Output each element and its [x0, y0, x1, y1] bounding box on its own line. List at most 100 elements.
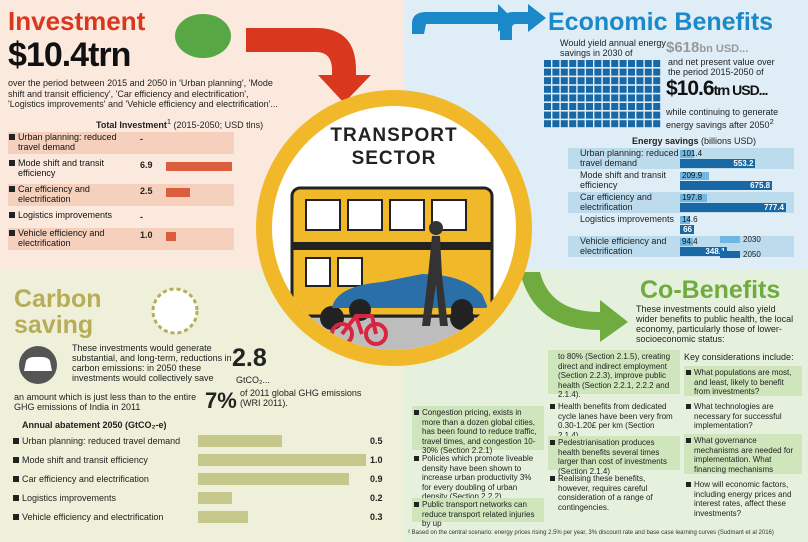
- grid-square: [569, 60, 577, 67]
- grid-square: [594, 68, 602, 76]
- grid-square: [577, 111, 585, 119]
- grid-square: [628, 120, 635, 128]
- carbon-big-unit: GtCO₂...: [236, 375, 270, 385]
- energy-savings-label: Mode shift and transit efficiency: [580, 170, 667, 190]
- footnote: ² Based on the central scenario: energy …: [408, 530, 774, 536]
- grid-square: [619, 103, 627, 110]
- energy-savings-title: Energy savings (billions USD): [632, 136, 756, 146]
- arrow-cobenefits-icon: [520, 272, 628, 342]
- grid-square: [560, 120, 568, 128]
- bar-2030: 197.8: [680, 194, 707, 202]
- economic-text1: Would yield annual energy savings in 203…: [560, 38, 666, 58]
- grid-square: [602, 94, 610, 102]
- investment-row-label: Vehicle efficiency and electrification: [18, 228, 105, 248]
- total-label-text: Total Investment: [96, 120, 167, 130]
- grid-square: [586, 103, 593, 110]
- cobenefit-item: Congestion pricing, exists in more than …: [412, 406, 544, 455]
- carbon-row-value: 0.9: [370, 474, 383, 484]
- bar-2050: 66: [680, 225, 694, 234]
- grid-square: [560, 60, 568, 67]
- investment-row: Car efficiency and electrification: [8, 184, 234, 206]
- grid-square: [577, 60, 585, 67]
- cobenefit-item: Realising these benefits, however, requi…: [548, 472, 680, 512]
- bar-2030: 101.4: [680, 149, 703, 158]
- grid-square: [560, 68, 568, 76]
- grid-square: [569, 103, 577, 110]
- grid-square: [552, 103, 560, 110]
- grid-square: [552, 68, 560, 76]
- grid-square: [611, 111, 619, 119]
- grid-square: [544, 120, 551, 128]
- grid-square: [602, 120, 610, 128]
- grid-square: [560, 111, 568, 119]
- grid-square: [594, 77, 602, 85]
- grid-square: [619, 68, 627, 76]
- grid-square: [577, 77, 585, 85]
- cobenefit-item: What governance mechanisms are needed fo…: [684, 434, 802, 474]
- energy-savings-label: Urban planning: reduced travel demand: [580, 148, 679, 168]
- economic-text3: while continuing to generate energy savi…: [666, 107, 796, 130]
- grid-square: [653, 68, 661, 76]
- carbon-row-value: 0.5: [370, 436, 383, 446]
- grid-square: [644, 68, 652, 76]
- grid-square: [644, 60, 652, 67]
- grid-square: [644, 94, 652, 102]
- investment-row-value: 1.0: [140, 230, 153, 240]
- investment-row-value: -: [140, 134, 143, 144]
- grid-square: [644, 103, 652, 110]
- carbon-bar: [198, 492, 232, 504]
- carbon-title-line2: saving: [14, 311, 94, 339]
- center-title-line1: TRANSPORT: [330, 125, 458, 146]
- investment-row: Vehicle efficiency and electrification: [8, 228, 234, 250]
- grid-square: [644, 120, 652, 128]
- grid-square: [611, 103, 619, 110]
- investment-row-label: Car efficiency and electrification: [18, 184, 90, 204]
- economic-amount1: $618bn USD...: [666, 39, 748, 56]
- amount2-unit: trn USD...: [713, 82, 769, 98]
- grid-square: [602, 68, 610, 76]
- bar-2030: 94.4: [680, 237, 698, 246]
- center-title: TRANSPORT SECTOR: [272, 124, 516, 170]
- investment-row-label: Urban planning: reduced travel demand: [18, 132, 117, 152]
- grid-square: [577, 103, 585, 110]
- carbon-row-label: Logistics improvements: [22, 493, 117, 503]
- grid-square: [560, 103, 568, 110]
- grid-square: [611, 85, 619, 93]
- investment-row: Mode shift and transit efficiency: [8, 158, 234, 180]
- grid-square: [653, 77, 661, 85]
- cobenefit-item: Pedestrianisation produces health benefi…: [548, 436, 680, 476]
- grid-square: [653, 111, 661, 119]
- grid-square: [560, 85, 568, 93]
- text3-body: while continuing to generate energy savi…: [666, 107, 779, 130]
- amount1-unit: bn USD...: [699, 43, 749, 55]
- grid-square: [586, 85, 593, 93]
- grid-square: [569, 120, 577, 128]
- energy-savings-label: Vehicle efficiency and electrification: [580, 236, 667, 256]
- legend-2030: 2030: [720, 235, 761, 244]
- grid-square: [552, 85, 560, 93]
- grid-square: [602, 77, 610, 85]
- economic-text2: and net present value over the period 20…: [668, 57, 775, 77]
- carbon-text3: of 2011 global GHG emissions (WRI 2011).: [240, 388, 362, 408]
- grid-square: [628, 60, 635, 67]
- grid-square: [619, 94, 627, 102]
- carbon-row-label: Urban planning: reduced travel demand: [22, 436, 181, 446]
- economic-title: Economic Benefits: [548, 8, 774, 36]
- grid-square: [653, 85, 661, 93]
- center-title-line2: SECTOR: [351, 148, 437, 169]
- carbon-subtitle: Annual abatement 2050 (GtCO₂-e): [22, 420, 167, 430]
- arrow-economic-icon: [500, 4, 546, 40]
- carbon-row-label: Car efficiency and electrification: [22, 474, 149, 484]
- grid-square: [636, 60, 644, 67]
- grid-square: [586, 60, 593, 67]
- grid-square: [619, 120, 627, 128]
- grid-square: [552, 111, 560, 119]
- grid-square: [636, 111, 644, 119]
- carbon-row: Car efficiency and electrification: [10, 472, 390, 486]
- bar-2050: 348.1: [680, 247, 728, 256]
- grid-square: [569, 111, 577, 119]
- energy-grid-icon: [544, 60, 661, 128]
- investment-row-label: Mode shift and transit efficiency: [18, 158, 105, 178]
- grid-square: [628, 77, 635, 85]
- grid-square: [653, 120, 661, 128]
